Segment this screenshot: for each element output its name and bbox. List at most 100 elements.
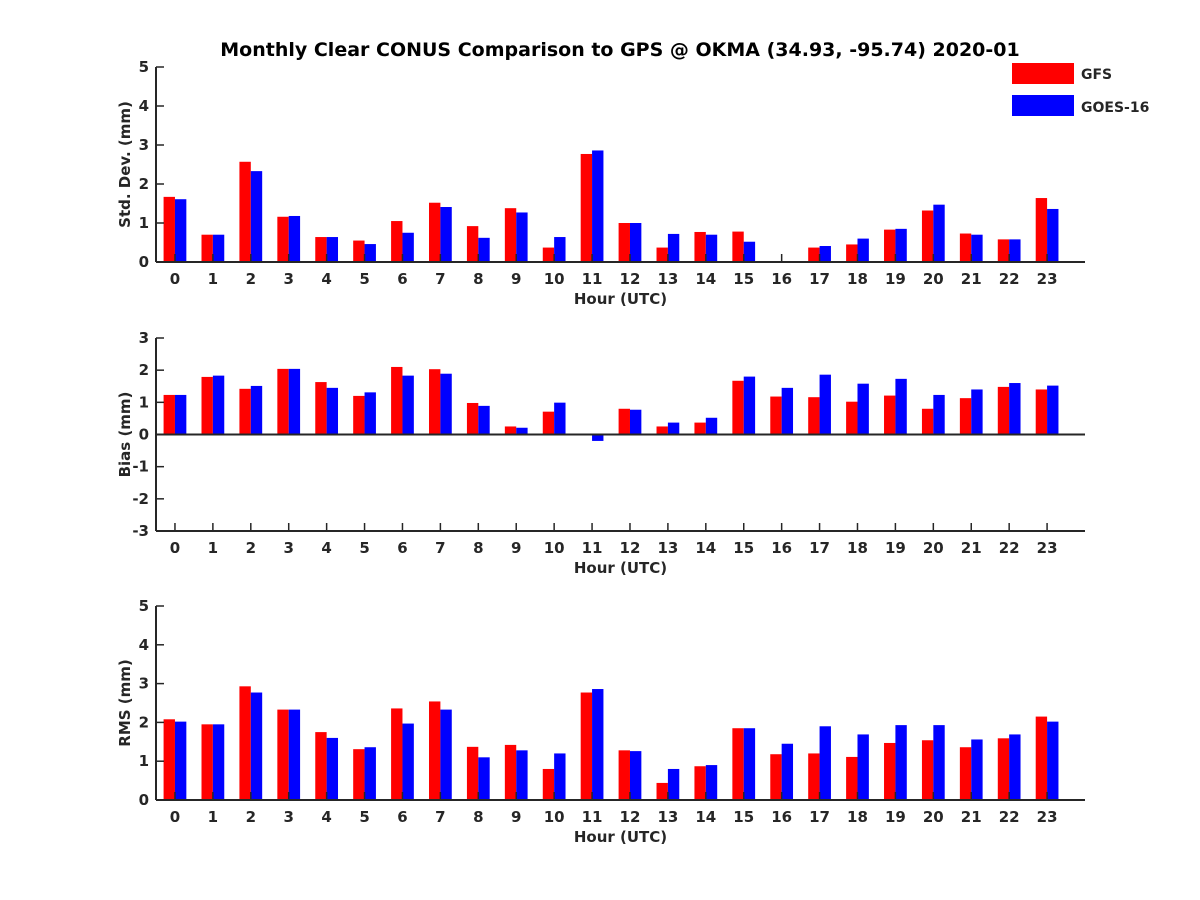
std-dev-x-tick-label: 11 [582,270,603,288]
bias-bar-gfs-hour-1 [201,376,213,435]
std-dev-bar-goes16-hour-12 [629,223,642,262]
bias-bar-gfs-hour-16 [770,396,782,435]
rms-x-tick-label: 0 [170,808,180,826]
rms-y-axis-title: RMS (mm) [116,659,134,746]
bias-bar-goes16-hour-21 [971,389,983,435]
bias-x-tick-label: 12 [620,539,641,557]
bias-bar-gfs-hour-21 [959,398,972,435]
std-dev-x-tick-label: 2 [246,270,256,288]
rms-x-tick-label: 12 [620,808,641,826]
rms-y-tick-label: 1 [139,752,149,770]
bias-x-tick-label: 9 [511,539,521,557]
bias-y-tick-label: 2 [139,361,149,379]
rms-y-tick-label: 4 [139,636,149,654]
rms-bar-goes16-hour-2 [250,692,263,800]
std-dev-bar-gfs-hour-1 [201,234,213,262]
std-dev-bar-gfs-hour-22 [997,239,1010,262]
std-dev-bar-gfs-hour-5 [353,240,365,262]
std-dev-x-tick-label: 7 [435,270,445,288]
bias-x-tick-label: 19 [885,539,906,557]
bias-bar-goes16-hour-8 [478,405,490,435]
std-dev-bar-gfs-hour-2 [239,161,251,262]
rms-x-tick-label: 23 [1037,808,1058,826]
rms-bar-goes16-hour-12 [629,751,642,800]
bias-bar-goes16-hour-19 [895,378,907,435]
bias-x-tick-label: 1 [208,539,218,557]
bias-bar-gfs-hour-22 [997,386,1010,435]
std-dev-bar-gfs-hour-14 [694,231,706,262]
bias-y-tick-label: 0 [139,426,149,444]
rms-bar-gfs-hour-15 [732,728,744,800]
rms-bar-goes16-hour-19 [895,725,907,800]
rms-x-tick-label: 17 [809,808,830,826]
std-dev-bar-goes16-hour-11 [592,150,604,262]
std-dev-bar-goes16-hour-23 [1047,208,1059,262]
std-dev-bar-gfs-hour-4 [315,237,327,262]
rms-bar-goes16-hour-10 [554,753,566,800]
std-dev-bar-goes16-hour-7 [440,207,452,262]
rms-x-tick-label: 14 [695,808,716,826]
bias-bar-goes16-hour-17 [819,374,831,435]
bias-x-tick-label: 7 [435,539,445,557]
std-dev-x-tick-label: 0 [170,270,180,288]
std-dev-bar-goes16-hour-21 [971,234,983,262]
std-dev-y-tick-label: 1 [139,214,149,232]
std-dev-bar-gfs-hour-12 [618,223,630,262]
rms-x-tick-label: 20 [923,808,944,826]
bias-bar-goes16-hour-23 [1047,385,1059,435]
rms-bar-gfs-hour-23 [1035,716,1048,800]
rms-bar-gfs-hour-8 [466,746,479,800]
std-dev-bar-gfs-hour-9 [504,208,517,262]
bias-x-tick-label: 23 [1037,539,1058,557]
rms-x-tick-label: 3 [283,808,293,826]
rms-bar-goes16-hour-0 [174,721,187,800]
rms-x-tick-label: 5 [359,808,369,826]
rms-bar-gfs-hour-12 [618,750,630,800]
rms-bar-gfs-hour-18 [846,756,858,800]
bias-x-tick-label: 18 [847,539,868,557]
bias-x-axis-title: Hour (UTC) [574,559,667,577]
bias-x-tick-label: 8 [473,539,483,557]
std-dev-bar-gfs-hour-20 [921,210,934,262]
bias-bar-goes16-hour-22 [1009,383,1021,435]
std-dev-bar-goes16-hour-19 [895,228,907,262]
rms-bar-goes16-hour-6 [402,723,414,800]
bias-x-tick-label: 20 [923,539,944,557]
std-dev-x-axis-title: Hour (UTC) [574,290,667,308]
rms-bar-goes16-hour-16 [781,743,794,800]
bias-bar-gfs-hour-0 [163,394,175,435]
std-dev-bar-goes16-hour-15 [743,241,756,262]
std-dev-x-tick-label: 1 [208,270,218,288]
rms-y-tick-label: 2 [139,713,149,731]
std-dev-y-tick-label: 4 [139,97,149,115]
std-dev-bar-goes16-hour-14 [705,234,718,262]
bias-x-tick-label: 2 [246,539,256,557]
rms-bar-gfs-hour-4 [315,732,327,800]
rms-bar-gfs-hour-2 [239,686,251,800]
bias-x-tick-label: 13 [657,539,678,557]
std-dev-bar-goes16-hour-18 [857,238,869,262]
rms-bar-goes16-hour-23 [1047,721,1059,800]
std-dev-bar-gfs-hour-11 [580,153,593,262]
std-dev-bar-gfs-hour-23 [1035,198,1048,262]
std-dev-x-tick-label: 18 [847,270,868,288]
std-dev-bar-goes16-hour-4 [326,237,339,262]
legend-label-gfs: GFS [1081,67,1112,83]
std-dev-x-tick-label: 17 [809,270,830,288]
bias-bar-gfs-hour-12 [618,408,630,435]
rms-bar-gfs-hour-14 [694,766,706,800]
std-dev-x-tick-label: 6 [397,270,407,288]
rms-x-tick-label: 11 [582,808,603,826]
rms-y-tick-label: 3 [139,675,149,693]
bias-y-tick-label: 3 [139,329,149,347]
bias-x-tick-label: 14 [695,539,716,557]
std-dev-bar-gfs-hour-7 [429,202,441,262]
rms-x-tick-label: 2 [246,808,256,826]
std-dev-bar-gfs-hour-0 [163,196,175,262]
std-dev-bar-goes16-hour-22 [1009,239,1021,262]
rms-bar-goes16-hour-21 [971,739,983,800]
std-dev-x-tick-label: 4 [321,270,331,288]
std-dev-bar-gfs-hour-6 [391,221,403,262]
rms-bar-goes16-hour-14 [705,765,718,800]
